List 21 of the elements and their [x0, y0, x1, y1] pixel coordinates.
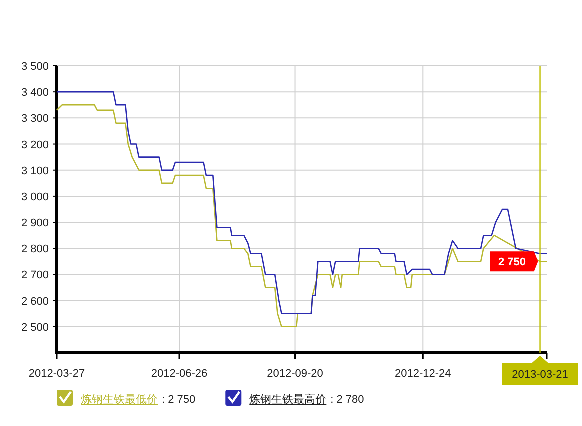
y-tick-label: 3 400 [21, 87, 49, 100]
text: : 2 750 [162, 394, 196, 406]
x-tick-label: 2012-12-24 [395, 368, 452, 380]
y-tick-label: 2 700 [21, 270, 49, 282]
y-tick-label: 3 300 [21, 113, 49, 126]
legend-label: 炼钢生铁最高价 [250, 393, 327, 406]
y-tick-label: 2 500 [21, 322, 49, 334]
ref-line-label: 2013-03-21 [512, 369, 568, 381]
text: : 2 780 [330, 394, 364, 406]
y-tick-label: 2 800 [21, 244, 49, 256]
y-tick-label: 3 200 [21, 139, 49, 152]
x-tick-label: 2012-06-26 [151, 368, 208, 380]
x-tick-label: 2012-03-27 [28, 368, 86, 380]
x-tick-label: 2012-09-20 [267, 368, 324, 380]
y-tick-label: 3 500 [21, 61, 49, 73]
data-label: 2 750 [498, 256, 526, 269]
y-tick-label: 2 900 [21, 218, 49, 230]
y-tick-label: 3 100 [21, 165, 49, 178]
y-tick-label: 2 600 [21, 296, 49, 308]
legend-label: 炼钢生铁最低价 [81, 393, 158, 406]
y-tick-label: 3 000 [21, 191, 49, 204]
